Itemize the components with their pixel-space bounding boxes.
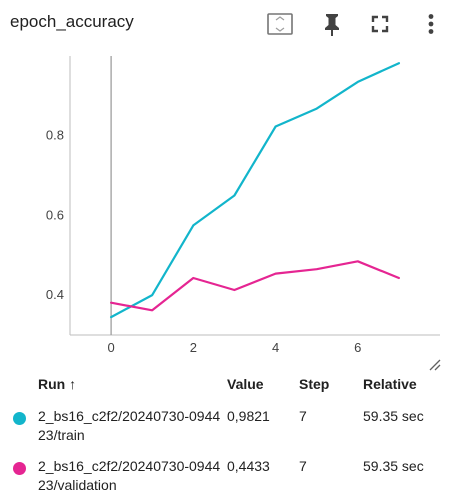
validation-series-line	[109, 260, 400, 312]
pin-button[interactable]	[318, 10, 346, 38]
y-tick-label: 0.4	[46, 287, 64, 302]
more-vert-icon	[428, 14, 434, 34]
run-step: 7	[299, 408, 307, 424]
y-tick-label: 0.6	[46, 207, 64, 222]
card-title: epoch_accuracy	[10, 12, 134, 31]
resize-handle[interactable]	[426, 356, 442, 372]
card-header: epoch_accuracy	[0, 0, 452, 48]
fullscreen-button[interactable]	[366, 10, 394, 38]
resize-handle-icon	[429, 359, 441, 371]
x-tick-label: 6	[354, 340, 361, 355]
fit-domain-button[interactable]	[266, 10, 294, 38]
more-options-button[interactable]	[417, 10, 445, 38]
run-name: 2_bs16_c2f2/20240730-094423/train	[38, 408, 221, 443]
run-value: 0,9821	[227, 408, 270, 424]
line-chart[interactable]: 0.4 0.6 0.8 0 2 4 6	[0, 48, 452, 356]
x-tick-labels: 0 2 4 6	[107, 340, 361, 355]
table-header: Run ↑ Value Step Relative	[0, 376, 452, 400]
series-color-dot	[13, 462, 26, 475]
train-series-line	[109, 62, 400, 319]
y-tick-label: 0.8	[46, 128, 64, 143]
x-tick-label: 4	[272, 340, 279, 355]
y-tick-labels: 0.4 0.6 0.8	[46, 128, 64, 302]
relative-column-header[interactable]: Relative	[363, 376, 417, 392]
chart-axes	[69, 56, 440, 336]
run-step: 7	[299, 458, 307, 474]
chart-series	[109, 62, 400, 319]
table-row: 2_bs16_c2f2/20240730-094423/train 0,9821…	[0, 407, 452, 451]
x-tick-label: 2	[190, 340, 197, 355]
run-column-header[interactable]: Run ↑	[38, 376, 77, 392]
fit-domain-icon	[267, 13, 293, 35]
run-name: 2_bs16_c2f2/20240730-094423/validation	[38, 458, 221, 493]
fullscreen-icon	[371, 15, 389, 33]
run-relative: 59.35 sec	[363, 458, 424, 474]
value-column-header[interactable]: Value	[227, 376, 264, 392]
step-column-header[interactable]: Step	[299, 376, 330, 392]
run-value: 0,4433	[227, 458, 270, 474]
series-color-dot	[13, 412, 26, 425]
pin-icon	[325, 14, 339, 36]
run-relative: 59.35 sec	[363, 408, 424, 424]
table-row: 2_bs16_c2f2/20240730-094423/validation 0…	[0, 457, 452, 497]
x-tick-label: 0	[107, 340, 114, 355]
